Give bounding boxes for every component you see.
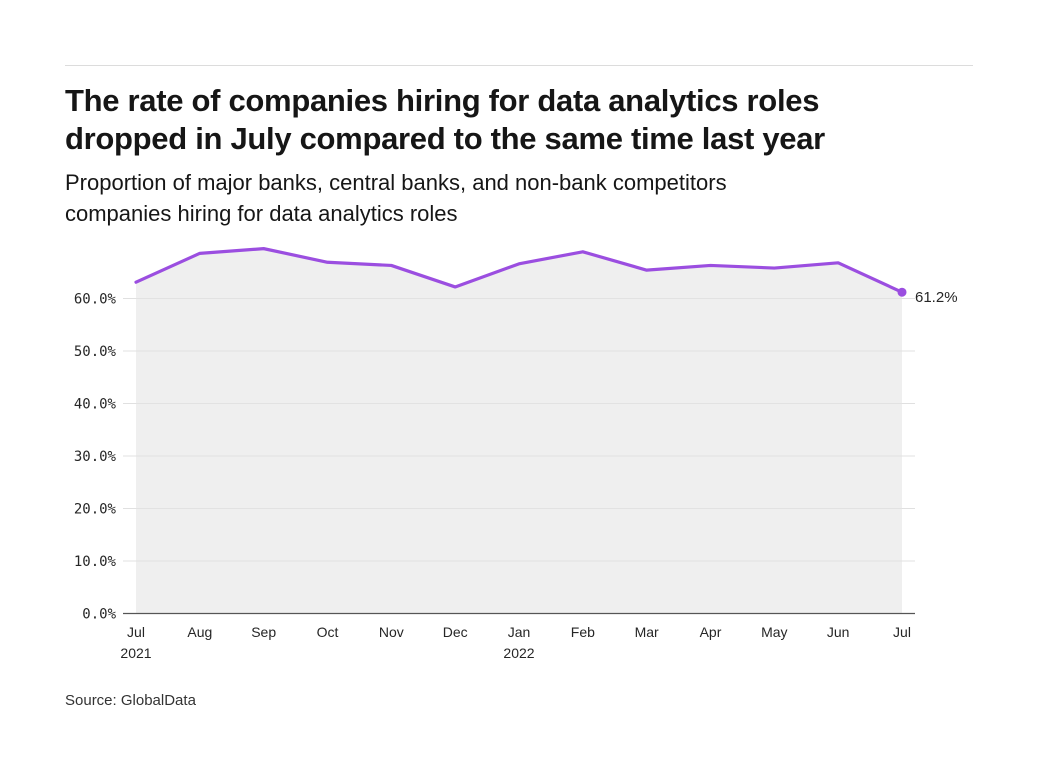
y-tick-label: 40.0% [74,397,117,413]
x-tick-label: Sep [251,624,276,640]
x-tick-label: Nov [379,624,404,640]
top-divider [65,65,973,66]
chart-title-line-2: dropped in July compared to the same tim… [65,121,825,156]
x-tick-label: Jun [827,624,850,640]
chart-subtitle-line-1: Proportion of major banks, central banks… [65,170,727,195]
x-tick-label: Jul [893,624,911,640]
y-tick-label: 50.0% [74,344,117,360]
y-tick-label: 10.0% [74,554,117,570]
area-fill [136,248,902,614]
x-tick-label: Oct [317,624,339,640]
y-tick-label: 60.0% [74,292,117,308]
annotations: 61.2% [897,287,958,306]
y-tick-label: 0.0% [82,607,116,623]
chart-title: The rate of companies hiring for data an… [65,82,985,158]
y-tick-label: 20.0% [74,502,117,518]
chart-title-line-1: The rate of companies hiring for data an… [65,83,820,118]
end-point-marker [897,287,907,297]
y-axis-ticks: 0.0% 10.0% 20.0% 30.0% 40.0% 50.0% 60.0% [74,292,117,623]
area-fill-layer [136,248,902,614]
chart-subtitle: Proportion of major banks, central banks… [65,167,985,229]
x-tick-label: Apr [700,624,722,640]
chart-subtitle-line-2: companies hiring for data analytics role… [65,201,458,226]
end-value-label: 61.2% [915,289,958,306]
x-tick-label: Feb [571,624,595,640]
source-note: Source: GlobalData [65,692,196,709]
y-tick-label: 30.0% [74,449,117,465]
x-tick-label: Aug [187,624,212,640]
x-tick-label: Mar [635,624,659,640]
x-tick-label: Jan [508,624,531,640]
x-tick-label: Jul [127,624,145,640]
x-tick-label: May [761,624,787,640]
x-tick-year-label: 2022 [503,645,534,661]
x-tick-label: Dec [443,624,468,640]
x-tick-year-label: 2021 [120,645,151,661]
x-axis-ticks: Jul 2021 Aug Sep Oct Nov Dec Jan 2022 Feb Mar Apr Ma… [120,624,911,661]
